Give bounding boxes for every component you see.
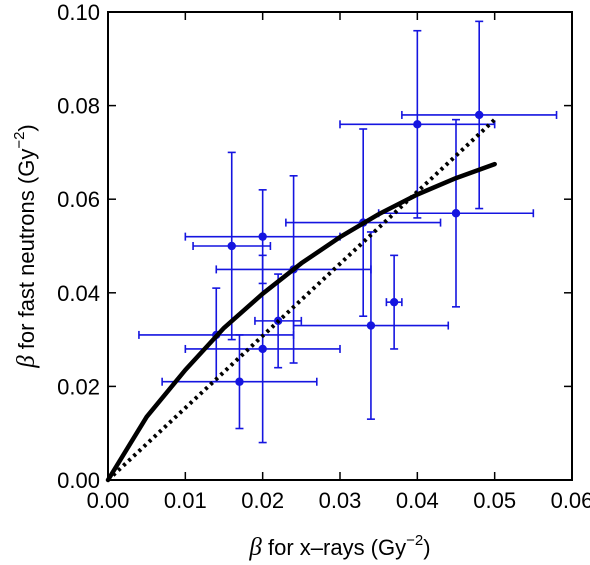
data-point-group	[377, 118, 535, 308]
dotted-line	[106, 118, 497, 482]
x-axis-label-close: )	[423, 535, 430, 560]
y-tick-label: 0.04	[57, 281, 100, 306]
data-point	[366, 321, 376, 330]
data-point	[258, 344, 267, 354]
data-point-group	[401, 20, 558, 210]
x-axis-label-exponent: −2	[406, 532, 423, 549]
y-axis-label-text: for fast neutrons (Gy	[14, 149, 39, 356]
data-point	[235, 377, 244, 386]
x-tick-label: 0.05	[473, 488, 516, 513]
data-point-group	[385, 254, 403, 350]
x-tick-label: 0.01	[164, 488, 207, 513]
solid-curve	[105, 161, 497, 483]
data-point	[389, 297, 399, 307]
data-point	[258, 232, 267, 241]
x-tick-label: 0.00	[87, 488, 130, 513]
data-point	[451, 209, 461, 218]
data-point-group	[192, 151, 272, 341]
y-tick-label: 0.08	[57, 94, 100, 119]
x-axis-label-text: for x–rays (Gy	[262, 535, 406, 560]
x-tick-label: 0.04	[396, 488, 439, 513]
y-tick-label: 0.06	[57, 187, 100, 212]
data-point	[413, 120, 422, 129]
x-tick-label: 0.02	[241, 488, 284, 513]
x-axis-label-symbol: β	[248, 534, 262, 561]
data-point-group	[292, 231, 450, 420]
y-axis: 0.00 0.02 0.04 0.06 0.08 0.10	[57, 0, 572, 493]
y-tick-label: 0.10	[57, 0, 100, 25]
y-axis-label-close: )	[14, 124, 39, 131]
y-tick-label: 0.00	[57, 468, 100, 493]
y-tick-label: 0.02	[57, 374, 100, 399]
plot-content	[105, 20, 558, 483]
y-axis-label-exponent: −2	[11, 132, 28, 149]
data-point	[475, 110, 484, 120]
y-axis-label: β for fast neutrons (Gy−2)	[11, 124, 40, 369]
y-axis-label-symbol: β	[13, 355, 40, 369]
plot-frame	[107, 11, 573, 481]
x-axis-label: β for x–rays (Gy−2)	[248, 532, 430, 561]
data-point-group	[161, 334, 318, 430]
x-tick-label: 0.03	[319, 488, 362, 513]
data-point-group	[339, 29, 496, 219]
x-axis: 0.00 0.01 0.02 0.03 0.04 0.05 0.06	[87, 12, 590, 513]
x-tick-label: 0.06	[551, 488, 590, 513]
data-point-group	[184, 254, 341, 444]
data-point	[227, 241, 236, 251]
